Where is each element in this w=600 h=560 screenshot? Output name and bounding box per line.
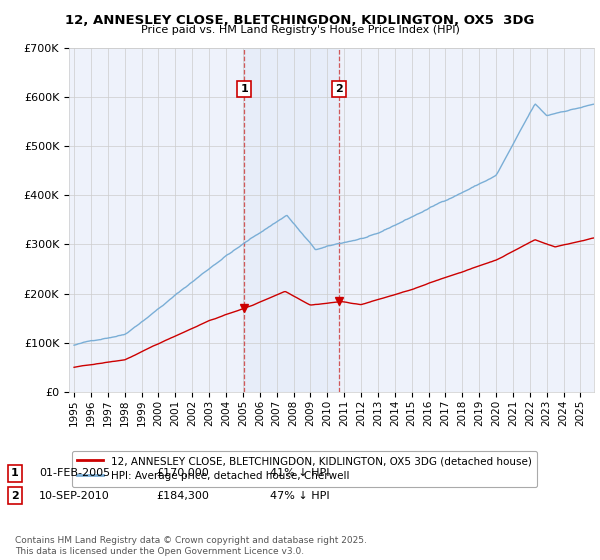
Text: £170,000: £170,000 bbox=[156, 468, 209, 478]
Text: 1: 1 bbox=[241, 84, 248, 94]
Text: £184,300: £184,300 bbox=[156, 491, 209, 501]
Text: 2: 2 bbox=[11, 491, 19, 501]
Text: Contains HM Land Registry data © Crown copyright and database right 2025.
This d: Contains HM Land Registry data © Crown c… bbox=[15, 536, 367, 556]
Text: 12, ANNESLEY CLOSE, BLETCHINGDON, KIDLINGTON, OX5  3DG: 12, ANNESLEY CLOSE, BLETCHINGDON, KIDLIN… bbox=[65, 14, 535, 27]
Text: 01-FEB-2005: 01-FEB-2005 bbox=[39, 468, 110, 478]
Text: 47% ↓ HPI: 47% ↓ HPI bbox=[270, 491, 329, 501]
Text: 2: 2 bbox=[335, 84, 343, 94]
Bar bbox=[244, 48, 339, 392]
Text: Price paid vs. HM Land Registry's House Price Index (HPI): Price paid vs. HM Land Registry's House … bbox=[140, 25, 460, 35]
Legend: 12, ANNESLEY CLOSE, BLETCHINGDON, KIDLINGTON, OX5 3DG (detached house), HPI: Ave: 12, ANNESLEY CLOSE, BLETCHINGDON, KIDLIN… bbox=[71, 451, 537, 487]
Text: 10-SEP-2010: 10-SEP-2010 bbox=[39, 491, 110, 501]
Text: 41% ↓ HPI: 41% ↓ HPI bbox=[270, 468, 329, 478]
Text: 1: 1 bbox=[11, 468, 19, 478]
